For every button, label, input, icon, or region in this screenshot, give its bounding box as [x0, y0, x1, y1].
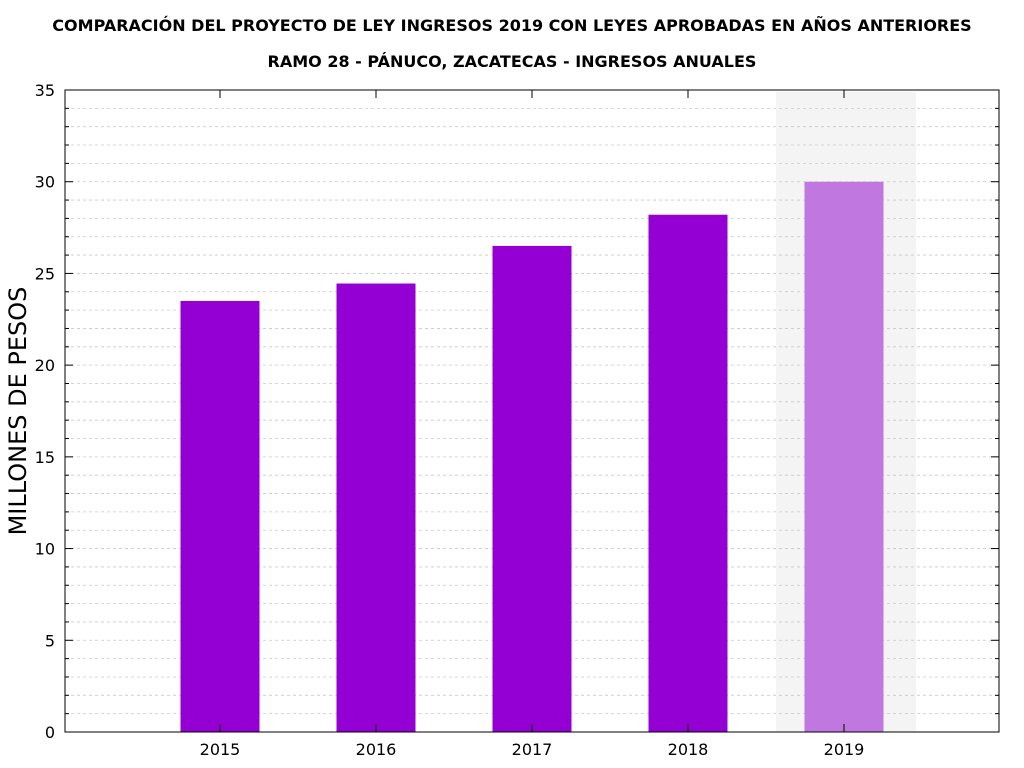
axis-ticks: [65, 89, 999, 733]
x-tick-labels: 2015 2016 2017 2018 2019: [200, 740, 865, 759]
x-tick-label: 2017: [512, 740, 553, 759]
x-tick-label: 2018: [668, 740, 709, 759]
x-tick-label: 2015: [200, 740, 241, 759]
y-tick-label: 25: [35, 264, 55, 283]
bar-2018: [648, 214, 728, 732]
y-tick-label: 5: [45, 631, 55, 650]
y-tick-label: 10: [35, 540, 55, 559]
y-tick-label: 15: [35, 448, 55, 467]
y-tick-label: 35: [35, 81, 55, 100]
y-tick-label: 20: [35, 356, 55, 375]
x-tick-label: 2016: [356, 740, 397, 759]
x-tick-label: 2019: [824, 740, 865, 759]
chart-title: COMPARACIÓN DEL PROYECTO DE LEY INGRESOS…: [52, 16, 971, 35]
y-tick-label: 0: [45, 723, 55, 742]
bar-2017: [492, 245, 572, 732]
bar-2019: [804, 181, 884, 732]
y-tick-labels: 0 5 10 15 20 25 30 35: [35, 81, 55, 742]
bars: [180, 181, 884, 732]
chart-subtitle: RAMO 28 - PÁNUCO, ZACATECAS - INGRESOS A…: [268, 52, 757, 71]
y-axis-label: MILLONES DE PESOS: [4, 287, 32, 536]
bar-2016: [336, 283, 416, 732]
y-tick-label: 30: [35, 173, 55, 192]
bar-2015: [180, 300, 260, 732]
